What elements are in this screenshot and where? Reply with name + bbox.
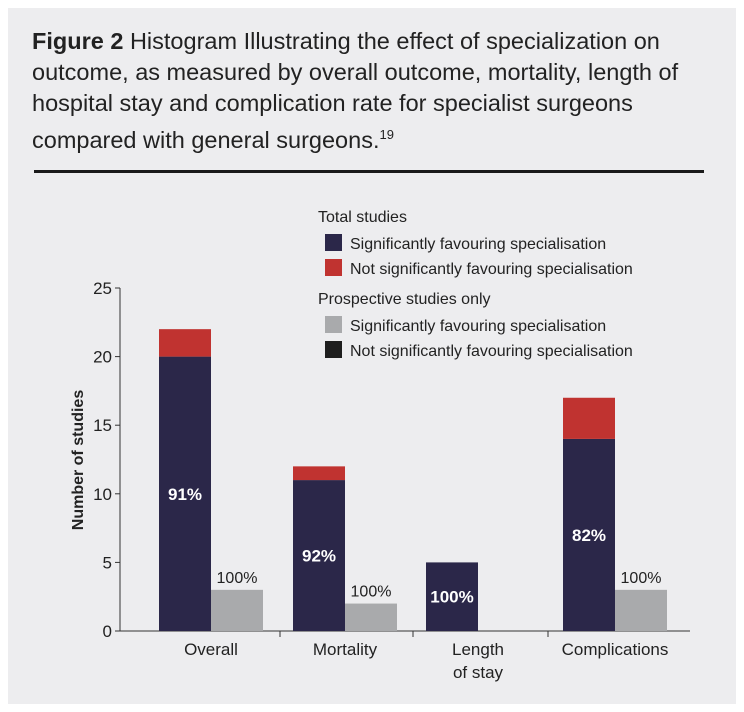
figure-caption: Figure 2 Histogram Illustrating the effe… <box>32 26 712 156</box>
legend-label: Significantly favouring specialisation <box>350 236 606 253</box>
bar-prospective <box>615 589 667 631</box>
x-tick-label: Overall <box>184 640 238 659</box>
bar-percent-label: 92% <box>302 547 336 566</box>
y-tick-label: 15 <box>93 416 112 435</box>
y-tick-label: 20 <box>93 348 112 367</box>
bar-total <box>563 438 615 631</box>
legend-label: Significantly favouring specialisation <box>350 318 606 335</box>
prospective-percent-label: 100% <box>351 584 392 601</box>
legend-swatch <box>325 341 342 358</box>
legend-label: Not significantly favouring specialisati… <box>350 343 633 360</box>
bar-total <box>159 356 211 631</box>
bar-total <box>293 480 345 631</box>
bar-percent-label: 82% <box>572 526 606 545</box>
prospective-percent-label: 100% <box>621 570 662 587</box>
bar-total <box>293 466 345 481</box>
bar-percent-label: 91% <box>168 485 202 504</box>
prospective-percent-label: 100% <box>217 570 258 587</box>
y-axis-label: Number of studies <box>70 390 87 531</box>
y-tick-label: 0 <box>103 622 112 641</box>
bar-total <box>563 397 615 439</box>
legend-title: Prospective studies only <box>318 291 491 308</box>
figure-label: Figure 2 <box>32 28 124 54</box>
legend-swatch <box>325 259 342 276</box>
x-tick-label: Length <box>452 640 504 659</box>
bar-total <box>159 329 211 357</box>
caption-divider <box>34 170 704 173</box>
x-tick-label: of stay <box>453 663 504 682</box>
bar-percent-label: 100% <box>430 588 473 607</box>
y-tick-label: 25 <box>93 279 112 298</box>
bar-prospective <box>211 589 263 631</box>
x-tick-label: Complications <box>562 640 669 659</box>
x-tick-label: Mortality <box>313 640 378 659</box>
caption-text: Histogram Illustrating the effect of spe… <box>32 28 679 153</box>
legend-label: Not significantly favouring specialisati… <box>350 261 633 278</box>
bar-total <box>426 562 478 631</box>
y-tick-label: 5 <box>103 553 112 572</box>
bar-prospective <box>345 603 397 631</box>
legend-title: Total studies <box>318 209 407 226</box>
reference-number: 19 <box>379 127 394 142</box>
legend-swatch <box>325 234 342 251</box>
legend-swatch <box>325 316 342 333</box>
y-tick-label: 10 <box>93 485 112 504</box>
